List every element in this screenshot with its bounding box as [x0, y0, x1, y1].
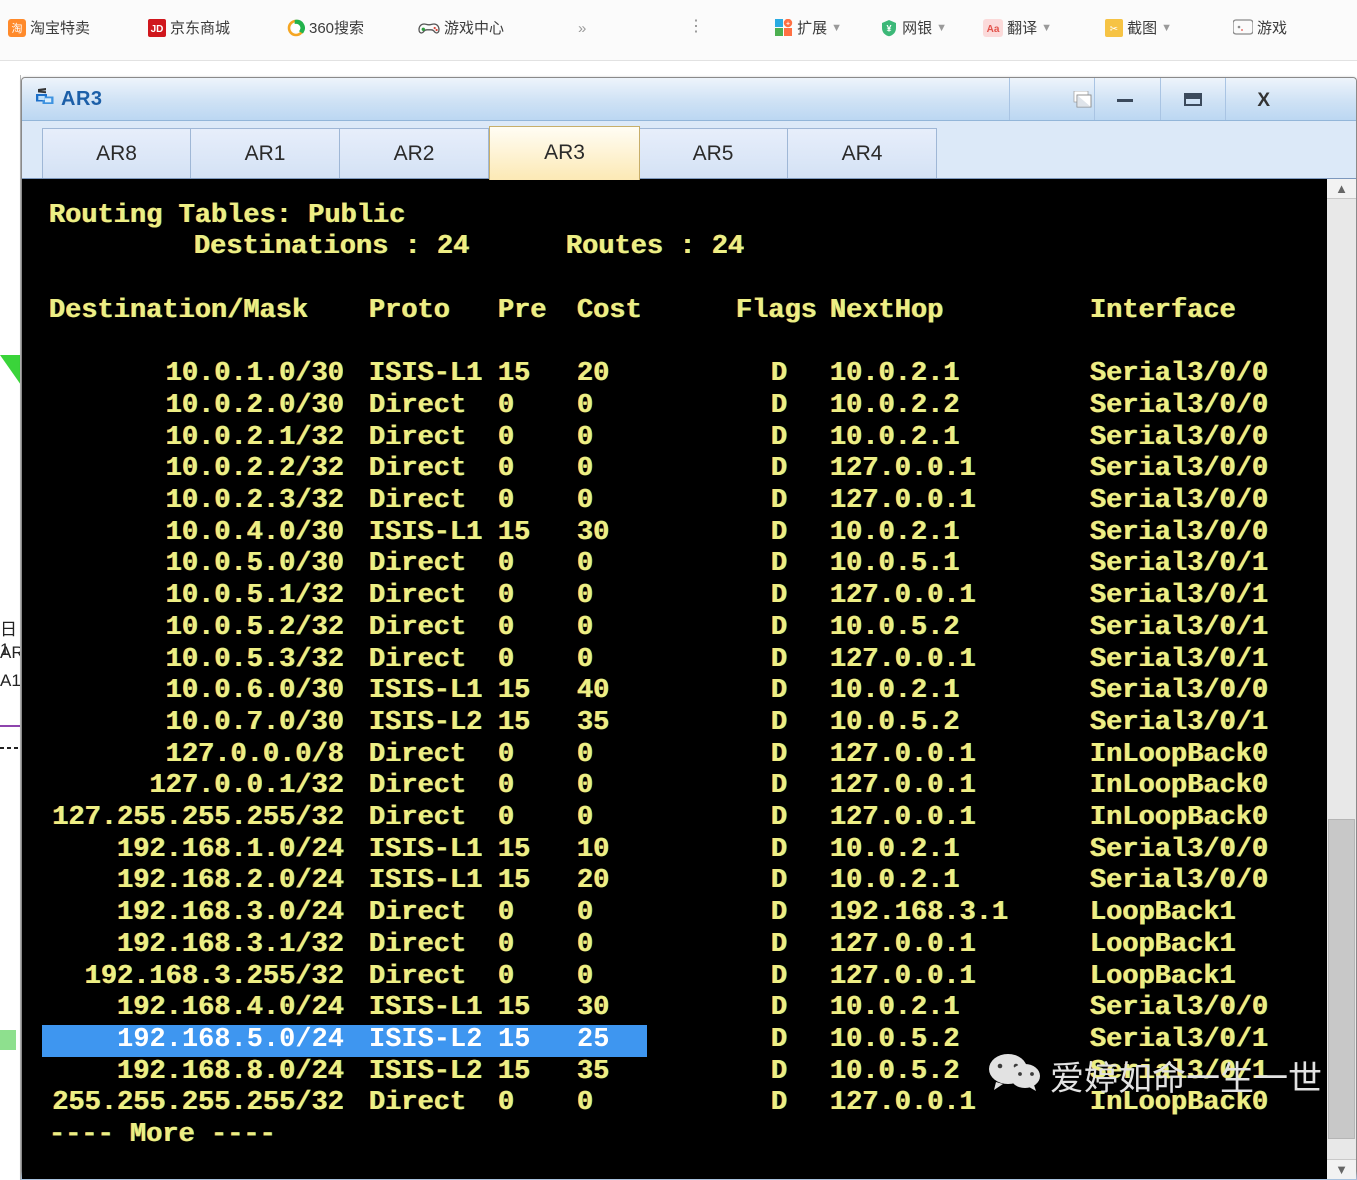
svg-text:Aa: Aa — [987, 24, 1000, 35]
svg-text:¥: ¥ — [887, 23, 892, 33]
svg-text:淘: 淘 — [12, 22, 23, 35]
svg-text:✂: ✂ — [1110, 24, 1118, 35]
svg-text:JD: JD — [151, 24, 164, 35]
svg-text:+: + — [786, 20, 790, 27]
